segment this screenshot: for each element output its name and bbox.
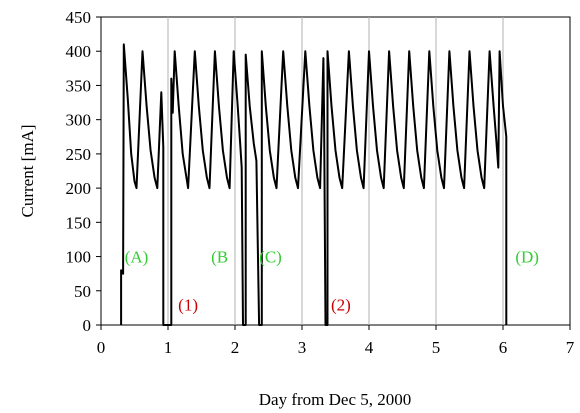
- x-axis: 0 1 2 3 4 5 6 7: [97, 325, 575, 357]
- x-tick-label: 1: [164, 338, 173, 357]
- x-axis-title: Day from Dec 5, 2000: [259, 390, 412, 409]
- annotation-label: (C): [259, 248, 282, 267]
- x-tick-label: 7: [566, 338, 575, 357]
- y-axis: 0 50 100 150 200 250 300 350 400 450: [66, 8, 101, 335]
- x-tick-label: 4: [365, 338, 374, 357]
- y-tick-label: 250: [66, 145, 92, 164]
- y-tick-label: 350: [66, 76, 92, 95]
- annotation-label: (D): [515, 248, 539, 267]
- series-line: [120, 43, 508, 326]
- y-tick-label: 0: [83, 316, 92, 335]
- y-tick-label: 300: [66, 111, 92, 130]
- annotation-label: (1): [178, 295, 198, 314]
- y-tick-label: 50: [74, 282, 91, 301]
- x-tick-label: 3: [298, 338, 307, 357]
- series-layer: [120, 43, 508, 326]
- x-tick-label: 0: [97, 338, 106, 357]
- x-tick-label: 5: [432, 338, 441, 357]
- x-tick-label: 2: [231, 338, 240, 357]
- y-tick-label: 400: [66, 42, 92, 61]
- annotation-label: (B: [211, 248, 228, 267]
- y-tick-label: 100: [66, 248, 92, 267]
- y-axis-title: Current [mA]: [18, 124, 37, 217]
- annotation-label: (2): [331, 295, 351, 314]
- annotation-label: (A): [125, 248, 149, 267]
- x-tick-label: 6: [499, 338, 508, 357]
- y-tick-label: 150: [66, 213, 92, 232]
- y-tick-label: 200: [66, 179, 92, 198]
- annotations: (A) (B (C) (D) (1) (2): [125, 248, 539, 315]
- y-tick-label: 450: [66, 8, 92, 27]
